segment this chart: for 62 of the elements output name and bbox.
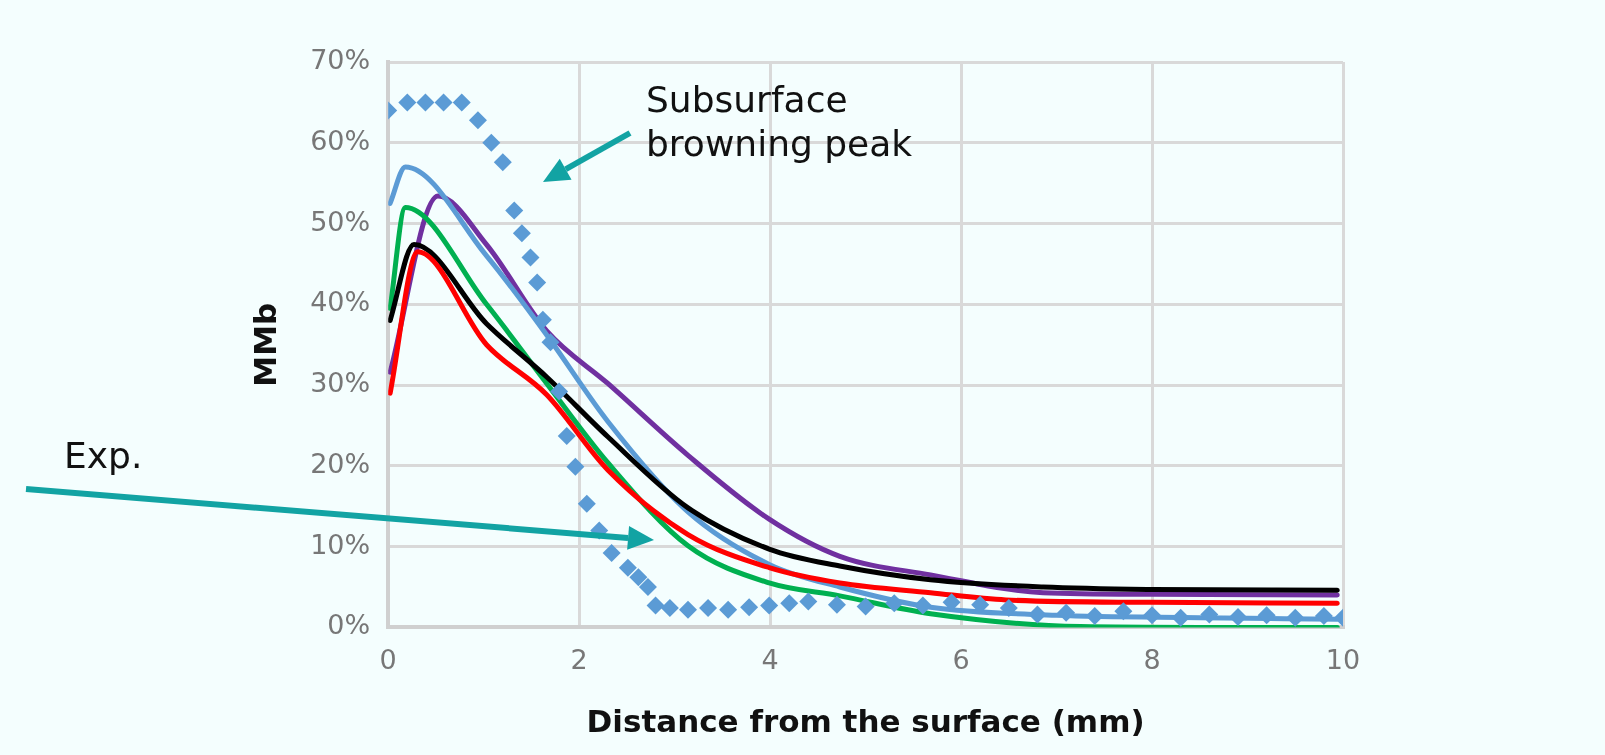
point (699, 599, 718, 618)
point (679, 600, 698, 619)
point (505, 201, 524, 220)
point (577, 494, 596, 513)
point (1228, 607, 1247, 626)
point (913, 596, 932, 615)
x-tick-label: 8 (1143, 643, 1161, 675)
x-tick-label: 4 (761, 643, 779, 675)
point (760, 596, 779, 615)
point (780, 594, 799, 613)
x-axis-title: Distance from the surface (mm) (586, 703, 1145, 740)
point (856, 597, 875, 616)
y-tick-label: 70% (310, 44, 371, 76)
point (638, 578, 657, 597)
point (602, 544, 621, 563)
x-tick-label: 2 (570, 643, 588, 675)
annotation: Subsurface browning peak (646, 78, 914, 166)
point (646, 596, 665, 615)
point (521, 248, 540, 267)
point (1114, 602, 1133, 621)
point (1200, 605, 1219, 624)
point (885, 594, 904, 613)
point (468, 111, 487, 130)
point (660, 599, 679, 618)
y-tick-label: 60% (310, 124, 371, 156)
y-tick-label: 10% (310, 528, 371, 560)
point (1057, 603, 1076, 622)
text: Exp. (64, 434, 143, 478)
point (1171, 608, 1190, 627)
y-tick-label: 0% (327, 609, 371, 641)
point (629, 568, 648, 587)
point (557, 426, 576, 445)
point (827, 595, 846, 614)
point (416, 93, 435, 112)
point (1143, 606, 1162, 625)
point (541, 333, 560, 352)
x-tick-label: 10 (1325, 643, 1361, 675)
point (512, 224, 531, 243)
x-tick-label: 6 (952, 643, 970, 675)
y-tick-label: 50% (310, 205, 371, 237)
x-tick-label: 0 (379, 643, 397, 675)
point (1028, 605, 1047, 624)
y-tick-label: 20% (310, 447, 371, 479)
point (999, 599, 1018, 618)
point (398, 93, 417, 112)
point (799, 592, 818, 611)
point (482, 133, 501, 152)
point (434, 93, 453, 112)
point (618, 558, 637, 577)
point (493, 153, 512, 172)
y-tick-label: 30% (310, 367, 371, 399)
point (740, 598, 759, 617)
point (1257, 606, 1276, 625)
point (566, 457, 585, 476)
point (550, 382, 569, 401)
y-tick-label: 40% (310, 286, 371, 318)
point (719, 600, 738, 619)
point (452, 93, 471, 112)
point (1314, 607, 1333, 626)
y-axis-title: MMb (246, 302, 283, 387)
point (528, 273, 547, 292)
point (1286, 608, 1305, 627)
